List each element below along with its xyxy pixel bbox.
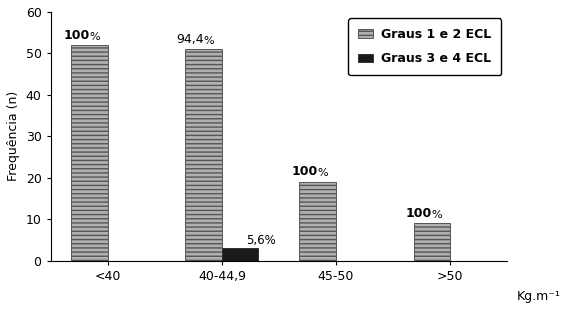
Legend: Graus 1 e 2 ECL, Graus 3 e 4 ECL: Graus 1 e 2 ECL, Graus 3 e 4 ECL	[348, 18, 501, 75]
Y-axis label: Frequência (n): Frequência (n)	[7, 91, 20, 181]
Text: 94,4: 94,4	[176, 33, 204, 46]
Text: 100: 100	[291, 166, 318, 179]
Text: %: %	[90, 32, 100, 42]
Text: %: %	[432, 210, 442, 220]
Text: 100: 100	[64, 29, 90, 42]
Bar	[185, 49, 222, 260]
Text: 5,6%: 5,6%	[246, 234, 276, 247]
Text: %: %	[318, 168, 328, 179]
Text: 100: 100	[405, 207, 432, 220]
Bar	[222, 248, 259, 260]
Bar	[299, 182, 336, 260]
Text: %: %	[204, 36, 214, 46]
Text: Kg.m⁻¹: Kg.m⁻¹	[517, 290, 560, 303]
Bar	[71, 45, 108, 260]
Bar	[413, 223, 450, 260]
